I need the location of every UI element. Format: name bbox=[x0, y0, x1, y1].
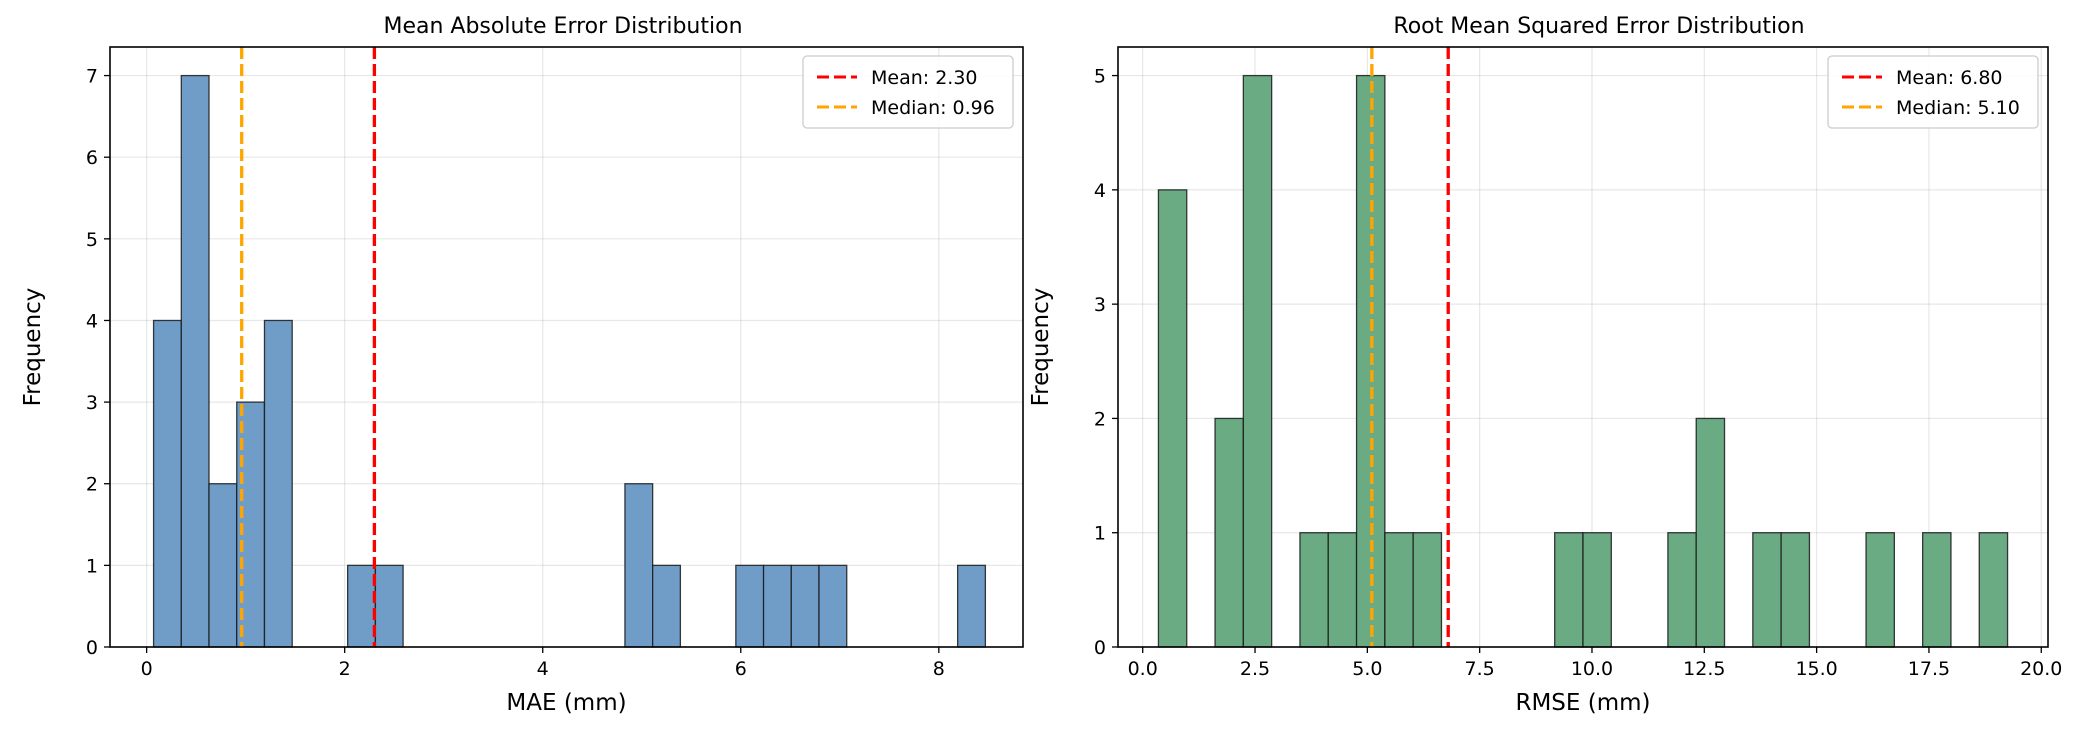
rmse-reference-lines bbox=[1370, 47, 1450, 647]
mae-y-axis-label: Frequency bbox=[20, 288, 46, 407]
mae-legend-box bbox=[802, 55, 1014, 129]
rmse-bar bbox=[1554, 532, 1584, 648]
rmse-y-tick-label: 3 bbox=[1094, 294, 1106, 316]
mae-bar bbox=[263, 319, 293, 648]
mae-y-tick-label: 1 bbox=[86, 555, 98, 577]
mae-x-tick-label: 4 bbox=[537, 658, 549, 680]
mae-chart-title: Mean Absolute Error Distribution bbox=[383, 14, 742, 39]
mae-x-tick-label: 0 bbox=[141, 658, 153, 680]
mae-bar bbox=[624, 483, 654, 648]
rmse-x-axis-label: RMSE (mm) bbox=[1515, 690, 1650, 716]
mae-bar bbox=[762, 564, 792, 648]
rmse-bar bbox=[1242, 74, 1273, 648]
rmse-bar bbox=[1667, 532, 1697, 648]
mae-y-tick-label: 7 bbox=[86, 66, 98, 88]
mae-axes-frame bbox=[109, 46, 1024, 648]
mae-legend-mean-label: Mean: 2.30 bbox=[871, 67, 978, 89]
mae-x-tick-label: 8 bbox=[933, 658, 945, 680]
mae-x-axis-label: MAE (mm) bbox=[506, 690, 626, 716]
mae-bars bbox=[152, 74, 987, 648]
rmse-chart-title: Root Mean Squared Error Distribution bbox=[1393, 14, 1804, 39]
rmse-legend: Mean: 6.80 Median: 5.10 bbox=[1827, 55, 2039, 129]
mae-x-ticks: 0 2 4 6 8 bbox=[141, 647, 945, 680]
mae-y-ticks: 0 1 2 3 4 5 6 7 bbox=[86, 66, 110, 659]
rmse-x-tick-label: 5.0 bbox=[1352, 658, 1382, 680]
rmse-bar bbox=[1299, 532, 1329, 648]
rmse-legend-box bbox=[1827, 55, 2039, 129]
mae-y-tick-label: 3 bbox=[86, 392, 98, 414]
rmse-histogram-panel: Root Mean Squared Error Distribution 0.0… bbox=[1028, 14, 2062, 716]
rmse-bar bbox=[1157, 189, 1188, 648]
mae-bar bbox=[374, 564, 404, 648]
rmse-y-axis-label: Frequency bbox=[1028, 288, 1054, 407]
mae-y-tick-label: 4 bbox=[86, 310, 98, 332]
rmse-y-tick-label: 1 bbox=[1094, 523, 1106, 545]
rmse-bar bbox=[1327, 532, 1358, 648]
mae-y-tick-label: 2 bbox=[86, 474, 98, 496]
rmse-bar bbox=[1214, 417, 1244, 648]
mae-x-tick-label: 2 bbox=[339, 658, 351, 680]
rmse-bar bbox=[1865, 532, 1895, 648]
rmse-y-tick-label: 2 bbox=[1094, 408, 1106, 430]
mae-bar bbox=[208, 483, 238, 648]
rmse-y-tick-label: 4 bbox=[1094, 180, 1106, 202]
rmse-bars bbox=[1157, 74, 2009, 648]
mae-legend: Mean: 2.30 Median: 0.96 bbox=[802, 55, 1014, 129]
rmse-x-tick-label: 0.0 bbox=[1128, 658, 1158, 680]
rmse-x-tick-label: 15.0 bbox=[1795, 658, 1837, 680]
rmse-x-tick-label: 10.0 bbox=[1571, 658, 1613, 680]
mae-bar bbox=[956, 564, 987, 648]
rmse-x-tick-label: 12.5 bbox=[1683, 658, 1725, 680]
mae-bar bbox=[347, 564, 377, 648]
rmse-axes-frame bbox=[1117, 46, 2049, 648]
mae-histogram-panel: Mean Absolute Error Distribution 0 2 4 6 8 0… bbox=[20, 14, 1024, 716]
rmse-x-tick-label: 20.0 bbox=[2020, 658, 2062, 680]
mae-reference-lines bbox=[240, 47, 377, 647]
rmse-bar bbox=[1412, 532, 1443, 648]
rmse-bar bbox=[1582, 532, 1612, 648]
rmse-bar bbox=[1978, 532, 2009, 648]
rmse-y-ticks: 0 1 2 3 4 5 bbox=[1094, 66, 1118, 659]
rmse-bar bbox=[1780, 532, 1811, 648]
mae-bar bbox=[790, 564, 820, 648]
mae-y-tick-label: 0 bbox=[86, 637, 98, 659]
mae-bar bbox=[652, 564, 682, 648]
rmse-x-tick-label: 7.5 bbox=[1465, 658, 1495, 680]
rmse-legend-median-label: Median: 5.10 bbox=[1896, 97, 2020, 119]
rmse-bar bbox=[1384, 532, 1414, 648]
mae-bar bbox=[180, 74, 210, 648]
mae-x-tick-label: 6 bbox=[735, 658, 747, 680]
mae-bar bbox=[818, 564, 848, 648]
mae-legend-median-label: Median: 0.96 bbox=[871, 97, 995, 119]
rmse-x-ticks: 0.0 2.5 5.0 7.5 10.0 12.5 15.0 17.5 20.0 bbox=[1128, 647, 2062, 680]
rmse-bar bbox=[1695, 417, 1726, 648]
rmse-bar bbox=[1922, 532, 1952, 648]
rmse-legend-mean-label: Mean: 6.80 bbox=[1896, 67, 2003, 89]
rmse-x-tick-label: 2.5 bbox=[1240, 658, 1270, 680]
rmse-x-tick-label: 17.5 bbox=[1908, 658, 1950, 680]
rmse-y-tick-label: 5 bbox=[1094, 66, 1106, 88]
mae-bar bbox=[152, 319, 182, 648]
rmse-y-tick-label: 0 bbox=[1094, 637, 1106, 659]
mae-y-tick-label: 5 bbox=[86, 229, 98, 251]
rmse-bar bbox=[1752, 532, 1782, 648]
mae-bar bbox=[735, 564, 765, 648]
mae-y-tick-label: 6 bbox=[86, 147, 98, 169]
